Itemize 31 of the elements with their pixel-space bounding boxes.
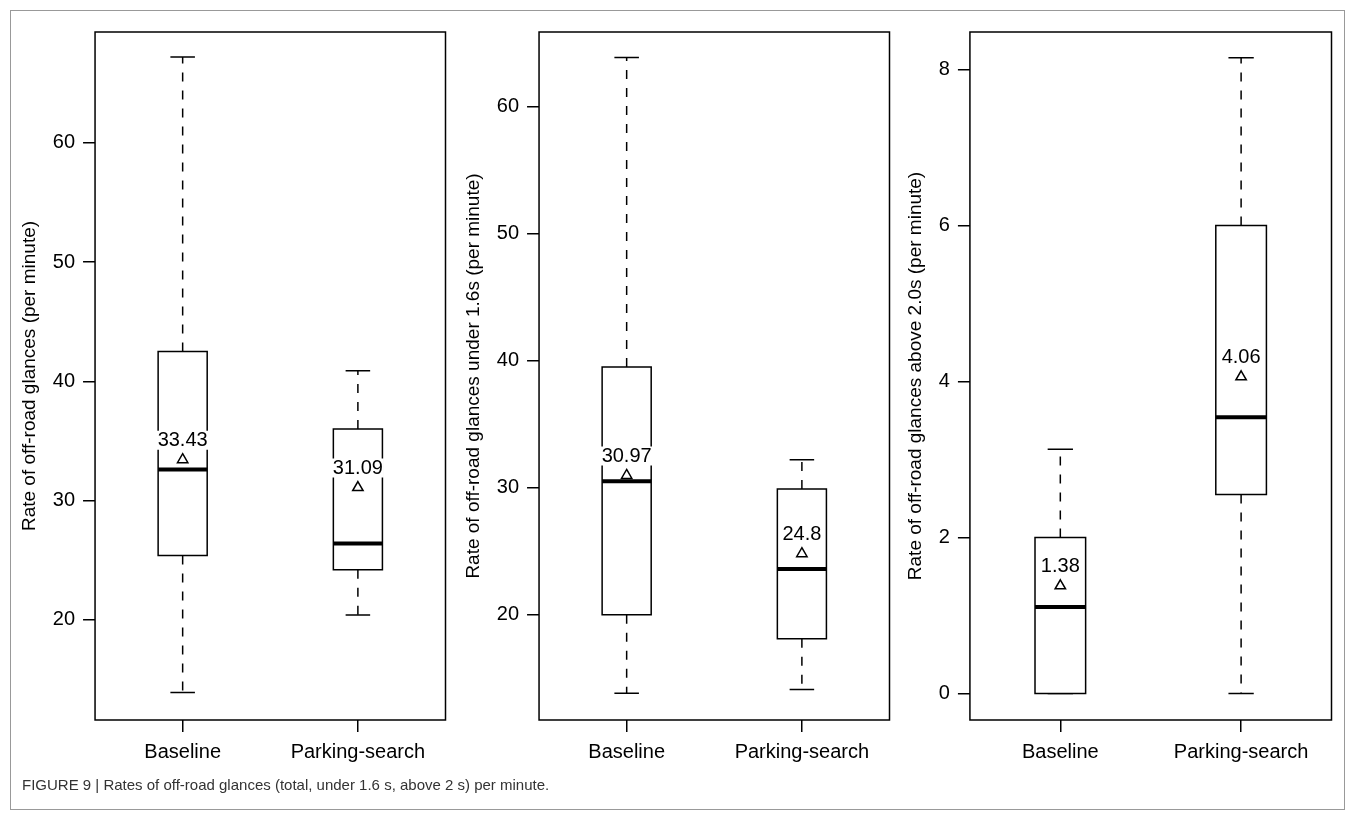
x-tick-label: Parking-search [734, 739, 870, 762]
y-tick-label: 60 [496, 94, 520, 117]
y-tick-label: 30 [52, 488, 76, 511]
annotation: 4.06 [1221, 345, 1261, 368]
x-tick-label: Parking-search [290, 739, 426, 762]
y-tick-label: 40 [52, 368, 76, 391]
y-tick-label: 8 [938, 56, 950, 79]
annotation: 24.8 [782, 522, 822, 545]
y-tick-label: 50 [52, 249, 76, 272]
x-tick-label: Baseline [1021, 739, 1099, 762]
y-tick-label: 0 [938, 680, 950, 703]
y-axis-title: Rate of off-road glances above 2.0s (per minute) [903, 171, 925, 581]
y-tick-label: 40 [496, 348, 520, 371]
y-tick-label: 6 [938, 212, 950, 235]
y-tick-label: 30 [496, 475, 520, 498]
x-tick-label: Baseline [588, 739, 666, 762]
y-axis-title: Rate of off-road glances (per minute) [17, 220, 39, 532]
y-tick-label: 4 [938, 368, 950, 391]
y-tick-label: 2 [938, 524, 950, 547]
x-tick-label: Baseline [144, 739, 222, 762]
annotation: 31.09 [332, 456, 383, 479]
annotation: 33.43 [157, 428, 208, 451]
y-tick-label: 50 [496, 221, 520, 244]
y-tick-label: 20 [52, 607, 76, 630]
y-axis-title: Rate of off-road glances under 1.6s (per minute) [461, 173, 483, 579]
annotation: 1.38 [1040, 554, 1080, 577]
caption: FIGURE 9 | Rates of off-road glances (total, under 1.6 s, above 2 s) per minute. [22, 776, 550, 793]
y-tick-label: 60 [52, 130, 76, 153]
x-tick-label: Parking-search [1173, 739, 1309, 762]
y-tick-label: 20 [496, 602, 520, 625]
annotation: 30.97 [601, 443, 652, 466]
